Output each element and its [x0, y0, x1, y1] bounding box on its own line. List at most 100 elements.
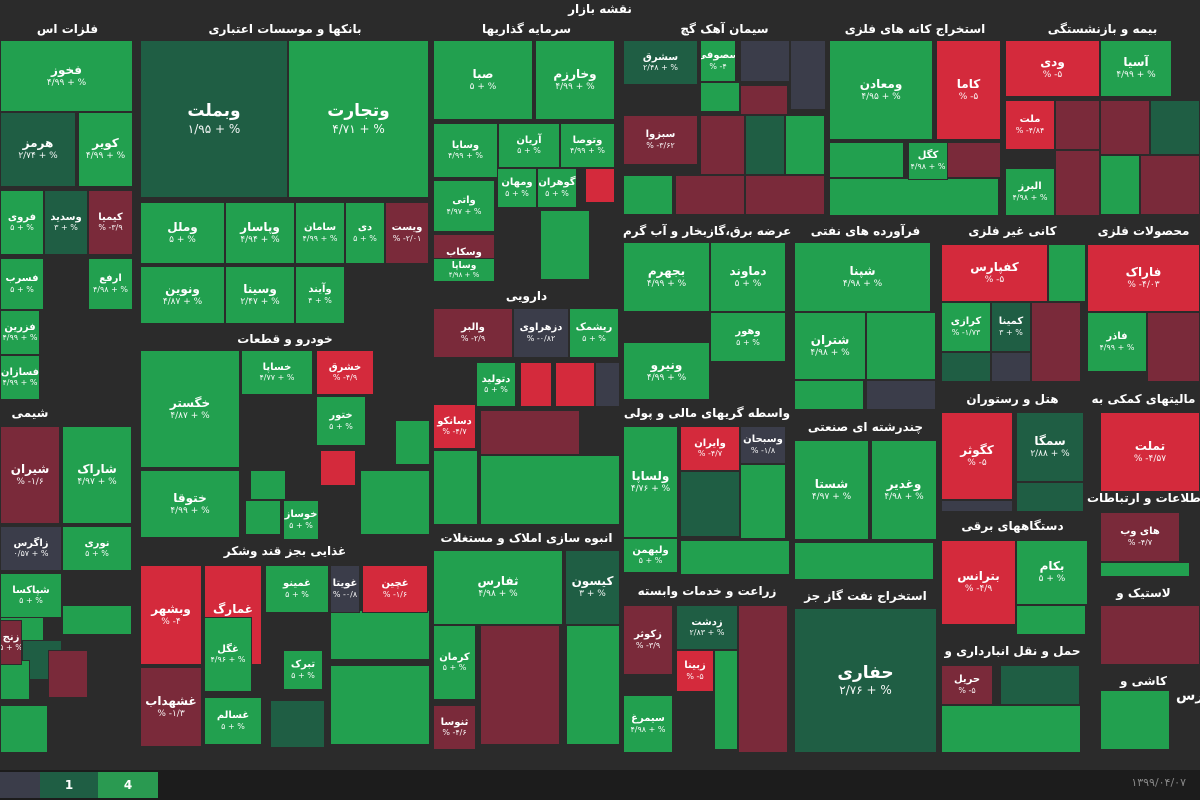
symbol-tile[interactable]: وآیند ۴ + % [295, 266, 345, 324]
symbol-tile[interactable]: زکوثر% -۳/۹ [623, 605, 673, 675]
symbol-tile[interactable]: وسایا ۴/۹۹ + % [433, 123, 498, 178]
symbol-tile[interactable]: وتوصا ۴/۹۹ + % [560, 123, 615, 168]
symbol-tile-unlabeled[interactable] [62, 605, 132, 635]
symbol-tile[interactable]: گوهران ۵ + % [537, 168, 577, 208]
symbol-tile[interactable]: تملت% -۴/۵۷ [1100, 412, 1200, 492]
symbol-tile-unlabeled[interactable] [1147, 312, 1200, 382]
symbol-tile-unlabeled[interactable] [991, 352, 1031, 382]
symbol-tile[interactable]: ونیرو ۴/۹۹ + % [623, 342, 710, 400]
symbol-tile[interactable]: ریشمک ۵ + % [569, 308, 619, 358]
symbol-tile[interactable]: سیمرغ ۴/۹۸ + % [623, 695, 673, 753]
symbol-tile[interactable]: وپاسار ۴/۹۴ + % [225, 202, 295, 264]
symbol-tile-unlabeled[interactable] [480, 410, 580, 455]
symbol-tile[interactable]: ومعادن ۴/۹۵ + % [829, 40, 933, 140]
symbol-tile-unlabeled[interactable] [1031, 302, 1081, 382]
symbol-tile-unlabeled[interactable] [480, 625, 560, 745]
symbol-tile[interactable]: هرمز ۲/۷۴ + % [0, 112, 76, 187]
symbol-tile-unlabeled[interactable] [520, 362, 552, 407]
symbol-tile[interactable]: خساپا ۴/۷۷ + % [241, 350, 313, 395]
symbol-tile-unlabeled[interactable] [433, 450, 478, 525]
symbol-tile[interactable]: شستا ۴/۹۷ + % [794, 440, 869, 540]
symbol-tile[interactable]: کیسون ۳ + % [565, 550, 620, 625]
symbol-tile[interactable]: وبملت ۱/۹۵ + % [140, 40, 288, 198]
symbol-tile[interactable]: واتی ۴/۹۷ + % [433, 180, 495, 232]
symbol-tile[interactable]: فخوز ۴/۹۹ + % [0, 40, 133, 112]
symbol-tile[interactable]: دماوند ۵ + % [710, 242, 786, 312]
symbol-tile-unlabeled[interactable] [941, 352, 991, 382]
symbol-tile[interactable]: ودی% -۵ [1005, 40, 1100, 97]
symbol-tile[interactable]: دزهراوی% -۰/۸۲ [513, 308, 569, 358]
symbol-tile-unlabeled[interactable] [1100, 605, 1200, 665]
symbol-tile-unlabeled[interactable] [330, 610, 430, 660]
symbol-tile[interactable]: بجهرم ۴/۹۹ + % [623, 242, 710, 312]
symbol-tile-unlabeled[interactable] [740, 85, 788, 115]
symbol-tile[interactable]: سامان ۴/۹۹ + % [295, 202, 345, 264]
symbol-tile[interactable]: غچین% -۱/۶ [362, 565, 428, 613]
symbol-tile[interactable]: غگل ۴/۹۶ + % [204, 617, 252, 692]
symbol-tile-unlabeled[interactable] [785, 115, 825, 175]
symbol-tile[interactable]: کویر ۴/۹۹ + % [78, 112, 133, 187]
symbol-tile[interactable]: ثنوسا% -۴/۶ [433, 705, 476, 750]
symbol-tile[interactable]: ختور ۵ + % [316, 396, 366, 446]
symbol-tile-unlabeled[interactable] [941, 500, 1013, 512]
symbol-tile[interactable]: ثفارس ۴/۹۸ + % [433, 550, 563, 625]
symbol-tile-unlabeled[interactable] [829, 178, 999, 216]
symbol-tile[interactable]: فسازان ۴/۹۹ + % [0, 355, 40, 400]
symbol-tile-unlabeled[interactable] [1100, 690, 1170, 750]
symbol-tile-unlabeled[interactable] [700, 115, 745, 175]
symbol-tile[interactable]: والبر% -۲/۹ [433, 308, 513, 358]
symbol-tile-unlabeled[interactable] [829, 142, 904, 178]
symbol-tile-unlabeled[interactable] [585, 168, 615, 203]
symbol-tile[interactable]: وسینا ۲/۴۷ + % [225, 266, 295, 324]
symbol-tile[interactable]: وساپا ۴/۹۸ + % [433, 258, 495, 282]
symbol-tile[interactable]: ولبهمن ۵ + % [623, 538, 678, 573]
symbol-tile[interactable]: وغدیر ۴/۹۸ + % [871, 440, 937, 540]
symbol-tile[interactable]: فسرب ۵ + % [0, 258, 44, 310]
symbol-tile[interactable]: بکام ۵ + % [1016, 540, 1088, 605]
symbol-tile[interactable]: البرز ۴/۹۸ + % [1005, 168, 1055, 216]
symbol-tile[interactable]: شپاکسا ۵ + % [0, 573, 62, 618]
symbol-tile-unlabeled[interactable] [794, 380, 864, 410]
symbol-tile-unlabeled[interactable] [395, 420, 430, 465]
symbol-tile[interactable]: کمینا ۳ + % [991, 302, 1031, 352]
symbol-tile[interactable]: ولساپا ۴/۷۶ + % [623, 426, 678, 538]
symbol-tile-unlabeled[interactable] [540, 210, 590, 280]
symbol-tile-unlabeled[interactable] [623, 175, 673, 215]
symbol-tile-unlabeled[interactable] [1055, 150, 1100, 216]
symbol-tile-unlabeled[interactable] [595, 362, 620, 407]
symbol-tile-unlabeled[interactable] [738, 605, 788, 753]
symbol-tile-unlabeled[interactable] [714, 650, 738, 750]
symbol-tile[interactable]: شاراک ۴/۹۷ + % [62, 426, 132, 524]
symbol-tile[interactable]: ارفع ۴/۹۸ + % [88, 258, 133, 310]
symbol-tile-unlabeled[interactable] [480, 455, 620, 525]
symbol-tile[interactable]: غسالم ۵ + % [204, 697, 262, 745]
symbol-tile-unlabeled[interactable] [740, 464, 786, 539]
symbol-tile[interactable]: های وب% -۴/۷ [1100, 512, 1180, 562]
symbol-tile[interactable]: سصوفی% -۴ [700, 40, 736, 82]
symbol-tile-unlabeled[interactable] [245, 500, 281, 535]
symbol-tile[interactable]: وایران% -۴/۷ [680, 426, 740, 471]
symbol-tile[interactable]: کفپارس% -۵ [941, 244, 1048, 302]
symbol-tile-unlabeled[interactable] [360, 470, 430, 535]
symbol-tile-unlabeled[interactable] [1048, 244, 1086, 302]
symbol-tile[interactable]: فاراک% -۴/۰۳ [1087, 244, 1200, 312]
symbol-tile[interactable]: کگل ۴/۹۸ + % [908, 142, 948, 180]
symbol-tile-unlabeled[interactable] [700, 82, 740, 112]
symbol-tile[interactable]: بترانس% -۴/۹ [941, 540, 1016, 625]
symbol-tile-unlabeled[interactable] [794, 542, 934, 580]
symbol-tile-unlabeled[interactable] [566, 625, 620, 745]
symbol-tile[interactable]: تبرک ۵ + % [283, 650, 323, 690]
symbol-tile[interactable]: خشرق% -۴/۹ [316, 350, 374, 395]
symbol-tile-unlabeled[interactable] [1000, 665, 1080, 705]
symbol-tile-unlabeled[interactable] [740, 40, 790, 82]
symbol-tile-unlabeled[interactable] [250, 470, 286, 500]
symbol-tile-unlabeled[interactable] [1100, 562, 1190, 577]
symbol-tile[interactable]: آریان ۵ + % [498, 123, 560, 168]
symbol-tile-unlabeled[interactable] [1055, 100, 1100, 150]
symbol-tile[interactable]: غشهداب% -۱/۳ [140, 667, 202, 747]
symbol-tile-unlabeled[interactable] [1100, 100, 1150, 155]
symbol-tile[interactable]: وخارزم ۴/۹۹ + % [535, 40, 615, 120]
symbol-tile[interactable]: کیمیا% -۳/۹ [88, 190, 133, 255]
symbol-tile-unlabeled[interactable] [866, 312, 936, 380]
symbol-tile[interactable]: صبا ۵ + % [433, 40, 533, 120]
